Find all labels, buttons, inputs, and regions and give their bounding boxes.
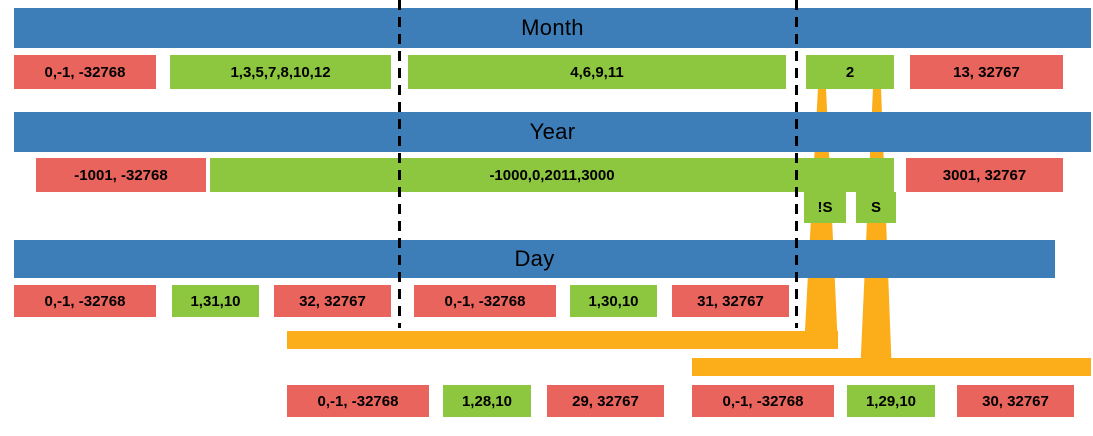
- leap-tag: S: [856, 192, 896, 223]
- feb-invalid-high-29: 30, 32767: [957, 385, 1074, 417]
- month-class-31-days: 1,3,5,7,8,10,12: [170, 55, 391, 89]
- day-bar: Day: [14, 240, 1055, 278]
- feb-valid-28: 1,28,10: [443, 385, 531, 417]
- month-class-february: 2: [806, 55, 894, 89]
- year-bar: Year: [14, 112, 1091, 152]
- day-invalid-high-30: 31, 32767: [672, 285, 789, 317]
- month-class-30-days: 4,6,9,11: [408, 55, 786, 89]
- day-invalid-low-30: 0,-1, -32768: [414, 285, 556, 317]
- not-leap-tag: !S: [804, 192, 846, 223]
- year-valid-class: -1000,0,2011,3000: [210, 158, 894, 192]
- partition-divider-left: [398, 0, 401, 328]
- month-bar: Month: [14, 8, 1091, 48]
- feb-invalid-low-28: 0,-1, -32768: [287, 385, 429, 417]
- month-title: Month: [521, 15, 584, 40]
- partition-divider-right: [795, 0, 798, 328]
- year-title: Year: [529, 119, 576, 144]
- month-invalid-low: 0,-1, -32768: [14, 55, 156, 89]
- day-invalid-low-31: 0,-1, -32768: [14, 285, 156, 317]
- day-valid-31: 1,31,10: [172, 285, 259, 317]
- year-invalid-low: -1001, -32768: [36, 158, 206, 192]
- not-leap-bar: [287, 331, 838, 349]
- day-valid-30: 1,30,10: [570, 285, 657, 317]
- day-invalid-high-31: 32, 32767: [274, 285, 391, 317]
- feb-invalid-high-28: 29, 32767: [547, 385, 664, 417]
- day-title: Day: [514, 246, 555, 271]
- leap-bar: [692, 358, 1091, 376]
- month-invalid-high: 13, 32767: [910, 55, 1063, 89]
- year-invalid-high: 3001, 32767: [906, 158, 1063, 192]
- feb-invalid-low-29: 0,-1, -32768: [692, 385, 834, 417]
- feb-valid-29: 1,29,10: [847, 385, 935, 417]
